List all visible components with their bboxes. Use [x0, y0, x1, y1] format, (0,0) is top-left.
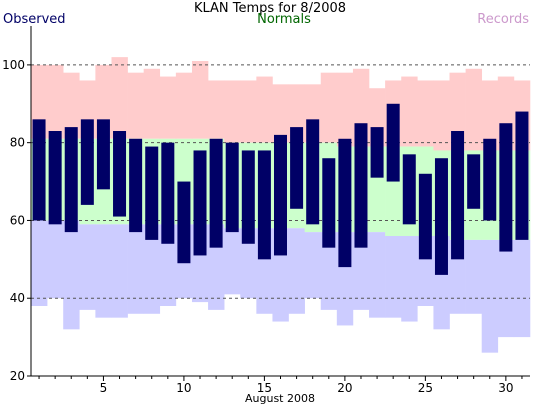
observed-bar-day-22	[370, 127, 384, 178]
record-high-band-day-26	[433, 80, 450, 151]
observed-bar-day-14	[241, 150, 255, 244]
y-tick-label-40: 40	[10, 291, 25, 305]
record-high-band-day-10	[175, 72, 193, 139]
observed-bar-day-24	[402, 154, 416, 225]
record-high-band-day-19	[320, 72, 338, 143]
observed-bar-day-13	[225, 142, 239, 233]
record-high-band-day-13	[224, 80, 241, 143]
x-axis-label: August 2008	[245, 392, 315, 405]
observed-bar-day-16	[274, 134, 287, 256]
record-high-band-day-11	[191, 61, 209, 139]
observed-bar-day-7	[129, 138, 143, 233]
record-low-band-day-21	[352, 232, 370, 310]
record-low-band-day-1	[31, 220, 48, 306]
record-low-band-day-13	[224, 228, 241, 295]
x-tick-label-20: 20	[337, 381, 352, 395]
record-low-band-day-7	[127, 224, 144, 314]
x-tick-label-30: 30	[498, 381, 513, 395]
observed-bar-day-20	[338, 138, 352, 268]
record-high-band-day-16	[272, 84, 289, 143]
observed-bar-day-30	[499, 123, 513, 252]
observed-bar-day-18	[306, 119, 320, 225]
x-tick-label-5: 5	[100, 381, 108, 395]
y-tick-label-100: 100	[2, 58, 25, 72]
record-low-band-day-6	[111, 224, 128, 318]
x-tick-label-25: 25	[418, 381, 433, 395]
observed-bar-day-3	[64, 127, 78, 233]
record-high-band-day-8	[143, 68, 161, 139]
record-low-band-day-22	[369, 232, 386, 318]
record-low-band-day-3	[63, 220, 80, 330]
record-high-band-day-29	[481, 80, 499, 151]
observed-bar-day-5	[96, 119, 110, 190]
record-low-band-day-29	[481, 239, 499, 353]
legend-records: Records	[477, 12, 529, 27]
record-low-band-day-23	[385, 236, 402, 318]
observed-bar-day-23	[386, 103, 400, 182]
observed-bar-day-17	[290, 127, 304, 209]
observed-bar-day-28	[467, 154, 481, 209]
record-low-band-day-2	[47, 220, 64, 299]
observed-bars-layer	[32, 103, 529, 275]
x-tick-label-10: 10	[176, 381, 191, 395]
record-high-band-day-24	[401, 76, 418, 147]
record-high-band-day-12	[208, 80, 225, 139]
y-tick-label-20: 20	[10, 369, 25, 383]
record-high-band-day-15	[256, 76, 273, 143]
record-low-band-day-24	[401, 236, 418, 322]
record-low-band-day-8	[143, 224, 161, 314]
record-low-band-day-14	[240, 228, 257, 299]
observed-bar-day-2	[48, 131, 62, 225]
x-tick-label-15: 15	[257, 381, 272, 395]
observed-bar-day-27	[451, 131, 465, 260]
record-high-band-day-14	[240, 80, 257, 143]
observed-bar-day-10	[177, 181, 191, 264]
legend-observed: Observed	[3, 12, 66, 27]
observed-bar-day-1	[32, 119, 46, 221]
record-high-band-day-9	[159, 76, 177, 139]
record-high-band-day-25	[417, 80, 434, 147]
record-low-band-day-30	[497, 239, 515, 338]
record-low-band-day-17	[288, 228, 305, 314]
observed-bar-day-25	[418, 173, 432, 260]
observed-bar-day-4	[80, 119, 94, 205]
record-low-band-day-9	[159, 224, 177, 306]
y-tick-label-80: 80	[10, 136, 25, 150]
observed-bar-day-12	[209, 138, 223, 248]
axes-layer: 20 40 60 80 100 5 10 15 20 25 30	[2, 26, 530, 395]
observed-bar-day-19	[322, 158, 336, 248]
record-high-band-day-3	[63, 72, 80, 139]
observed-bar-day-29	[483, 138, 497, 221]
observed-bar-day-9	[161, 142, 175, 244]
observed-bar-day-15	[257, 150, 271, 260]
record-high-band-day-6	[111, 57, 128, 139]
record-low-band-day-28	[465, 239, 483, 314]
record-high-band-day-2	[47, 64, 64, 139]
chart-title: KLAN Temps for 8/2008	[194, 1, 346, 16]
record-low-band-day-18	[304, 232, 322, 299]
record-low-band-day-31	[513, 239, 531, 338]
observed-bar-day-21	[354, 123, 368, 248]
y-tick-label-60: 60	[10, 213, 25, 227]
legend-normals: Normals	[257, 12, 311, 27]
record-low-band-day-4	[79, 224, 96, 310]
observed-bar-day-31	[515, 111, 529, 240]
observed-bar-day-6	[113, 131, 127, 217]
record-high-band-day-28	[465, 68, 483, 151]
record-high-band-day-7	[127, 72, 144, 139]
observed-bar-day-8	[145, 146, 159, 240]
record-low-band-day-19	[320, 232, 338, 310]
observed-bar-day-11	[193, 150, 207, 256]
observed-bar-day-26	[434, 158, 448, 275]
record-low-band-day-5	[95, 224, 112, 318]
record-high-band-day-20	[336, 72, 354, 147]
